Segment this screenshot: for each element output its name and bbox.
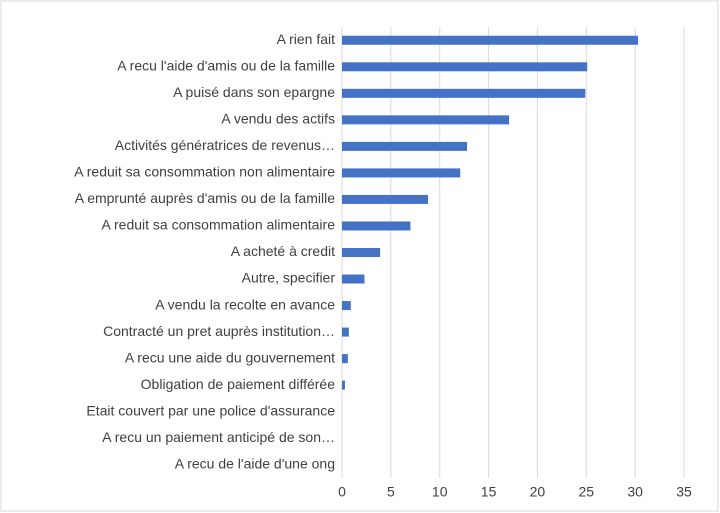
bar: [342, 248, 381, 257]
x-tick-label: 25: [578, 484, 594, 500]
bar: [342, 194, 428, 204]
y-tick-label: A recu l'aide d'amis ou de la famille: [117, 57, 335, 73]
x-tick-label: 0: [338, 484, 346, 500]
bar: [342, 301, 351, 311]
y-tick-label: A recu un paiement anticipé de son…: [102, 429, 335, 445]
y-tick-label: A puisé dans son epargne: [173, 84, 335, 100]
x-tick-label: 15: [481, 484, 497, 500]
bar: [342, 327, 349, 337]
y-tick-label: A acheté à credit: [231, 243, 335, 259]
y-tick-label: A recu une aide du gouvernement: [125, 349, 335, 365]
y-tick-label: Contracté un pret auprès institution…: [103, 323, 335, 339]
bar: [342, 35, 639, 45]
y-tick-label: A vendu des actifs: [221, 111, 335, 127]
y-tick-label: Activités génératrices de revenus…: [115, 137, 335, 153]
x-tick-label: 35: [676, 484, 692, 500]
y-tick-label: A emprunté auprès d'amis ou de la famill…: [75, 190, 335, 206]
x-tick-label: 20: [530, 484, 546, 500]
x-tick-label: 30: [627, 484, 643, 500]
x-tick-label: 10: [432, 484, 448, 500]
x-tick-label: 5: [387, 484, 395, 500]
bar: [342, 354, 348, 364]
y-tick-label: A rien fait: [277, 31, 335, 47]
bar: [342, 168, 461, 178]
y-tick-label: Autre, specifier: [242, 270, 336, 286]
bar: [342, 274, 365, 284]
y-tick-label: A recu de l'aide d'une ong: [175, 455, 335, 471]
y-tick-label: Obligation de paiement différée: [141, 376, 336, 392]
bar: [342, 141, 468, 151]
bar: [342, 115, 510, 125]
y-tick-label: A reduit sa consommation non alimentaire: [74, 164, 335, 180]
y-tick-label: A reduit sa consommation alimentaire: [102, 217, 336, 233]
y-tick-label: Etait couvert par une police d'assurance: [86, 402, 335, 418]
y-tick-label: A vendu la recolte en avance: [155, 296, 335, 312]
bar: [342, 88, 586, 98]
bar: [342, 221, 411, 231]
bar: [342, 380, 345, 390]
bar: [342, 62, 588, 72]
